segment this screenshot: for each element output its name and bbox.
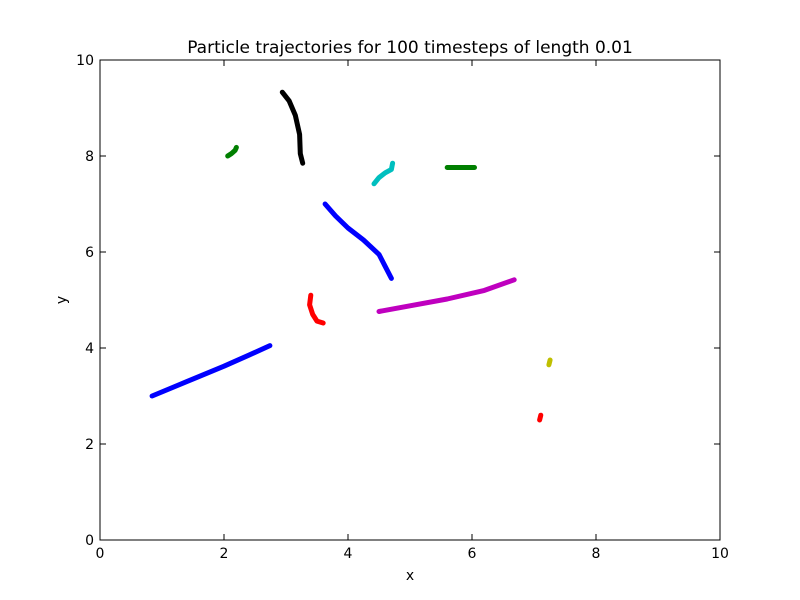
- trajectory-line-1: [149, 343, 273, 399]
- trajectory-line-3: [225, 144, 239, 159]
- x-tick-label: 2: [220, 546, 229, 562]
- x-tick-label: 4: [344, 546, 353, 562]
- trajectory-line-10: [546, 357, 553, 368]
- y-tick-label: 4: [85, 341, 94, 357]
- y-tick-label: 10: [76, 53, 94, 69]
- x-tick-label: 6: [468, 546, 477, 562]
- axis-ticks: 0 2 4 6 8 10 0 2 4 6 8 10: [76, 53, 729, 562]
- y-tick-label: 2: [85, 437, 94, 453]
- chart-title: Particle trajectories for 100 timesteps …: [187, 38, 633, 58]
- trajectory-line-2: [322, 201, 394, 281]
- y-axis-label: y: [54, 296, 70, 304]
- x-tick-label: 10: [711, 546, 729, 562]
- y-tick-label: 6: [85, 245, 94, 261]
- x-tick-label: 8: [592, 546, 601, 562]
- trajectory-line-5: [279, 89, 306, 166]
- trajectory-line-8: [307, 292, 326, 326]
- trajectory-line-7: [376, 277, 517, 314]
- plot-frame: [99, 59, 721, 541]
- x-tick-label: 0: [96, 546, 105, 562]
- y-tick-label: 8: [85, 149, 94, 165]
- x-axis-label: x: [406, 568, 414, 584]
- trajectory-line-9: [537, 412, 544, 423]
- trajectories-layer: [149, 89, 553, 423]
- trajectory-line-6: [371, 160, 396, 187]
- y-tick-label: 0: [85, 533, 94, 549]
